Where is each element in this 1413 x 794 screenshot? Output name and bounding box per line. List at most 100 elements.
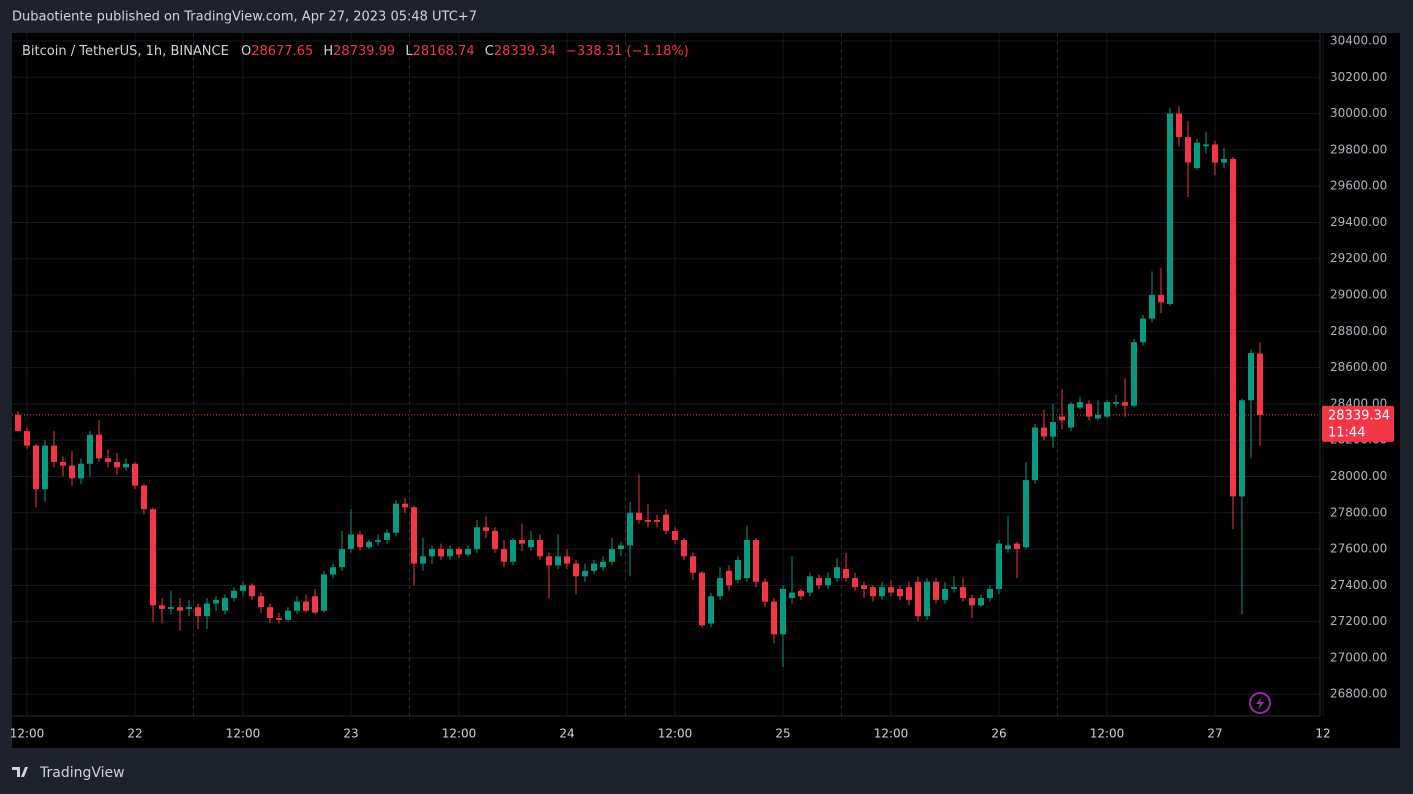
ohlc-label: C bbox=[485, 44, 494, 59]
candle-body bbox=[231, 590, 237, 599]
candle-body bbox=[1077, 402, 1083, 408]
candle-body bbox=[546, 556, 552, 566]
candle-body bbox=[420, 556, 426, 564]
logo: TradingView bbox=[12, 765, 125, 781]
candle-body bbox=[645, 520, 651, 522]
alert-icon bbox=[1249, 692, 1271, 714]
candle-body bbox=[1239, 400, 1245, 497]
candle-body bbox=[627, 512, 633, 546]
x-tick-label: 12:00 bbox=[658, 727, 693, 741]
candle-body bbox=[555, 556, 561, 566]
candle-body bbox=[393, 503, 399, 533]
candle-body bbox=[1248, 353, 1254, 401]
candle-body bbox=[636, 512, 642, 521]
candle-body bbox=[1059, 416, 1065, 421]
y-tick-label: 28800.00 bbox=[1330, 324, 1387, 338]
candle-body bbox=[834, 567, 840, 579]
candle-body bbox=[123, 463, 129, 468]
y-tick-label: 28600.00 bbox=[1330, 360, 1387, 374]
y-tick-label: 29600.00 bbox=[1330, 179, 1387, 193]
candle-body bbox=[240, 585, 246, 591]
candle-body bbox=[330, 567, 336, 575]
price-tag bbox=[1322, 405, 1394, 442]
candle-body bbox=[1032, 427, 1038, 481]
candle-body bbox=[78, 463, 84, 479]
candle-body bbox=[1212, 144, 1218, 163]
ohlc-label: H bbox=[323, 44, 333, 59]
y-tick-label: 28000.00 bbox=[1330, 469, 1387, 483]
candle-body bbox=[357, 534, 363, 548]
x-tick-label: 22 bbox=[127, 727, 142, 741]
candle-body bbox=[699, 572, 705, 626]
candle-body bbox=[96, 434, 102, 459]
y-tick-label: 27600.00 bbox=[1330, 542, 1387, 556]
candle-body bbox=[744, 539, 750, 579]
candle-body bbox=[762, 581, 768, 602]
candle-body bbox=[510, 539, 516, 562]
candle-body bbox=[1014, 543, 1020, 550]
candle-body bbox=[15, 414, 21, 432]
y-tick-label: 27800.00 bbox=[1330, 505, 1387, 519]
candle-body bbox=[528, 539, 534, 548]
x-tick-label: 23 bbox=[343, 727, 358, 741]
candle-body bbox=[24, 431, 30, 446]
change: −338.31 (−1.18%) bbox=[566, 44, 689, 59]
candle-body bbox=[105, 458, 111, 462]
candle-body bbox=[168, 607, 174, 609]
candle-body bbox=[429, 549, 435, 557]
candle-body bbox=[51, 445, 57, 462]
candle-body bbox=[141, 485, 147, 510]
countdown: 11:44 bbox=[1328, 425, 1365, 440]
y-tick-label: 29800.00 bbox=[1330, 142, 1387, 156]
candle-body bbox=[996, 543, 1002, 589]
x-tick-label: 26 bbox=[991, 727, 1006, 741]
candle-body bbox=[654, 520, 660, 522]
candle-body bbox=[951, 587, 957, 589]
candle-body bbox=[1086, 403, 1092, 417]
candle-body bbox=[771, 601, 777, 635]
candle-body bbox=[1203, 144, 1209, 147]
axes: 26800.00 27000.00 27200.00 27400.00 27600.00… bbox=[10, 33, 1394, 741]
candle-body bbox=[600, 561, 606, 568]
x-tick-label: 12:00 bbox=[874, 727, 909, 741]
candle-body bbox=[582, 570, 588, 577]
candle-body bbox=[1050, 422, 1056, 437]
candle-body bbox=[69, 465, 75, 479]
x-tick-label: 12:00 bbox=[226, 727, 261, 741]
candle-body bbox=[114, 461, 120, 468]
candle-body bbox=[195, 607, 201, 617]
candle-body bbox=[1104, 402, 1110, 417]
x-tick-label: 25 bbox=[775, 727, 790, 741]
candle-body bbox=[42, 445, 48, 490]
candle-body bbox=[1185, 137, 1191, 163]
candle-body bbox=[348, 534, 354, 550]
candle-body bbox=[906, 587, 912, 600]
candle-body bbox=[978, 598, 984, 606]
y-tick-label: 26800.00 bbox=[1330, 687, 1387, 701]
y-tick-label: 27200.00 bbox=[1330, 614, 1387, 628]
candle-body bbox=[870, 587, 876, 597]
candle-body bbox=[537, 539, 543, 557]
candle-body bbox=[267, 607, 273, 619]
candle-body bbox=[474, 527, 480, 550]
candle-body bbox=[294, 601, 300, 611]
candle-body bbox=[690, 556, 696, 573]
candle-body bbox=[492, 530, 498, 550]
candle-body bbox=[177, 607, 183, 611]
candle-body bbox=[1176, 113, 1182, 138]
chart-pane bbox=[12, 33, 1400, 748]
x-tick-label: 12:00 bbox=[1090, 727, 1125, 741]
candle-body bbox=[375, 539, 381, 542]
candle-body bbox=[132, 463, 138, 486]
candle-body bbox=[366, 541, 372, 548]
candle-body bbox=[483, 527, 489, 531]
candle-body bbox=[825, 578, 831, 586]
candle-body bbox=[150, 509, 156, 606]
y-tick-label: 27400.00 bbox=[1330, 578, 1387, 592]
candle-body bbox=[1041, 427, 1047, 437]
candle-body bbox=[1194, 142, 1200, 169]
candle-body bbox=[807, 576, 813, 593]
candle-body bbox=[960, 587, 966, 599]
